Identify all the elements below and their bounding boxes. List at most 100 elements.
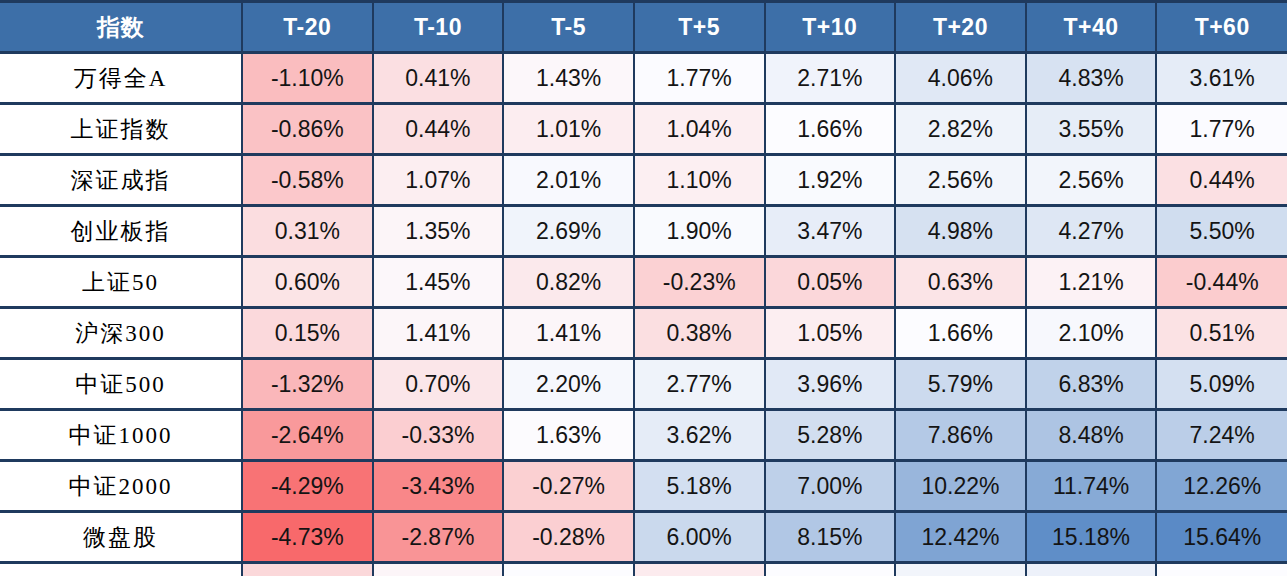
value-cell: 2.56% xyxy=(1026,155,1157,206)
value-cell: 2.10% xyxy=(1026,308,1157,359)
value-cell: 2.69% xyxy=(503,206,634,257)
value-cell: 2.77% xyxy=(634,359,765,410)
value-cell: 1.67% xyxy=(765,563,896,576)
value-cell: -4.29% xyxy=(242,461,373,512)
table-row: 中证500-1.32%0.70%2.20%2.77%3.96%5.79%6.83… xyxy=(0,359,1287,410)
value-cell: 7.00% xyxy=(765,461,896,512)
value-cell: 1.68% xyxy=(503,563,634,576)
value-cell: 1.10% xyxy=(634,155,765,206)
value-cell: -0.28% xyxy=(503,512,634,563)
value-cell: 4.83% xyxy=(1026,53,1157,104)
row-label: 中证2000 xyxy=(0,461,242,512)
value-cell: 5.28% xyxy=(765,410,896,461)
value-cell: 3.96% xyxy=(765,359,896,410)
value-cell: 2.96% xyxy=(1026,563,1157,576)
value-cell: 15.18% xyxy=(1026,512,1157,563)
column-header-tplus5: T+5 xyxy=(634,2,765,53)
value-cell: 3.61% xyxy=(1156,53,1287,104)
value-cell: 1.66% xyxy=(895,308,1026,359)
row-label: 中证1000 xyxy=(0,410,242,461)
value-cell: 0.82% xyxy=(503,257,634,308)
value-cell: 0.92% xyxy=(634,563,765,576)
row-label: 中证A500 xyxy=(0,563,242,576)
value-cell: 12.26% xyxy=(1156,461,1287,512)
value-cell: -0.58% xyxy=(242,155,373,206)
value-cell: 5.09% xyxy=(1156,359,1287,410)
value-cell: 3.55% xyxy=(1026,104,1157,155)
value-cell: 2.56% xyxy=(895,155,1026,206)
value-cell: 7.24% xyxy=(1156,410,1287,461)
value-cell: 1.41% xyxy=(503,308,634,359)
table-row: 深证成指-0.58%1.07%2.01%1.10%1.92%2.56%2.56%… xyxy=(0,155,1287,206)
value-cell: 1.35% xyxy=(373,206,504,257)
column-header-tplus10: T+10 xyxy=(765,2,896,53)
value-cell: 1.04% xyxy=(634,104,765,155)
value-cell: 1.77% xyxy=(634,53,765,104)
value-cell: 0.08% xyxy=(242,563,373,576)
report-table-canvas: 指数 T-20T-10T-5T+5T+10T+20T+40T+60 万得全A-1… xyxy=(0,0,1287,576)
row-label: 沪深300 xyxy=(0,308,242,359)
value-cell: 11.74% xyxy=(1026,461,1157,512)
value-cell: 4.06% xyxy=(895,53,1026,104)
table-row: 中证A5000.08%1.35%1.68%0.92%1.67%2.52%2.96… xyxy=(0,563,1287,576)
value-cell: 0.15% xyxy=(242,308,373,359)
table-body: 万得全A-1.10%0.41%1.43%1.77%2.71%4.06%4.83%… xyxy=(0,53,1287,576)
value-cell: 6.83% xyxy=(1026,359,1157,410)
column-header-tminus10: T-10 xyxy=(373,2,504,53)
value-cell: 5.18% xyxy=(634,461,765,512)
value-cell: 1.01% xyxy=(503,104,634,155)
value-cell: 4.98% xyxy=(895,206,1026,257)
value-cell: 12.42% xyxy=(895,512,1026,563)
value-cell: -0.33% xyxy=(373,410,504,461)
value-cell: -1.32% xyxy=(242,359,373,410)
value-cell: 0.31% xyxy=(242,206,373,257)
value-cell: 2.01% xyxy=(503,155,634,206)
value-cell: 3.47% xyxy=(765,206,896,257)
value-cell: 3.62% xyxy=(634,410,765,461)
value-cell: 1.77% xyxy=(1156,104,1287,155)
table-row: 万得全A-1.10%0.41%1.43%1.77%2.71%4.06%4.83%… xyxy=(0,53,1287,104)
value-cell: 0.60% xyxy=(242,257,373,308)
value-cell: 2.52% xyxy=(895,563,1026,576)
value-cell: 0.41% xyxy=(373,53,504,104)
value-cell: 1.07% xyxy=(373,155,504,206)
column-header-tminus20: T-20 xyxy=(242,2,373,53)
value-cell: 1.63% xyxy=(503,410,634,461)
value-cell: -0.44% xyxy=(1156,257,1287,308)
value-cell: 1.21% xyxy=(1026,257,1157,308)
row-label: 微盘股 xyxy=(0,512,242,563)
value-cell: 1.66% xyxy=(765,104,896,155)
row-label: 上证指数 xyxy=(0,104,242,155)
value-cell: 0.70% xyxy=(373,359,504,410)
value-cell: 0.44% xyxy=(373,104,504,155)
value-cell: 5.50% xyxy=(1156,206,1287,257)
value-cell: 4.27% xyxy=(1026,206,1157,257)
value-cell: -3.43% xyxy=(373,461,504,512)
value-cell: 5.79% xyxy=(895,359,1026,410)
table-row: 中证1000-2.64%-0.33%1.63%3.62%5.28%7.86%8.… xyxy=(0,410,1287,461)
value-cell: 1.45% xyxy=(373,257,504,308)
table-row: 上证500.60%1.45%0.82%-0.23%0.05%0.63%1.21%… xyxy=(0,257,1287,308)
value-cell: -2.64% xyxy=(242,410,373,461)
corner-header-index: 指数 xyxy=(0,2,242,53)
value-cell: 2.71% xyxy=(765,53,896,104)
column-header-tplus40: T+40 xyxy=(1026,2,1157,53)
header-row: 指数 T-20T-10T-5T+5T+10T+20T+40T+60 xyxy=(0,2,1287,53)
value-cell: 0.05% xyxy=(765,257,896,308)
row-label: 上证50 xyxy=(0,257,242,308)
value-cell: -0.23% xyxy=(634,257,765,308)
table-row: 沪深3000.15%1.41%1.41%0.38%1.05%1.66%2.10%… xyxy=(0,308,1287,359)
value-cell: 0.51% xyxy=(1156,308,1287,359)
table-row: 上证指数-0.86%0.44%1.01%1.04%1.66%2.82%3.55%… xyxy=(0,104,1287,155)
value-cell: 1.43% xyxy=(503,53,634,104)
value-cell: 0.44% xyxy=(1156,155,1287,206)
column-header-tminus5: T-5 xyxy=(503,2,634,53)
value-cell: 2.82% xyxy=(895,104,1026,155)
value-cell: 2.20% xyxy=(503,359,634,410)
value-cell: -0.86% xyxy=(242,104,373,155)
value-cell: -4.73% xyxy=(242,512,373,563)
value-cell: 1.64% xyxy=(1156,563,1287,576)
index-returns-heatmap-table: 指数 T-20T-10T-5T+5T+10T+20T+40T+60 万得全A-1… xyxy=(0,0,1287,576)
row-label: 深证成指 xyxy=(0,155,242,206)
value-cell: 6.00% xyxy=(634,512,765,563)
